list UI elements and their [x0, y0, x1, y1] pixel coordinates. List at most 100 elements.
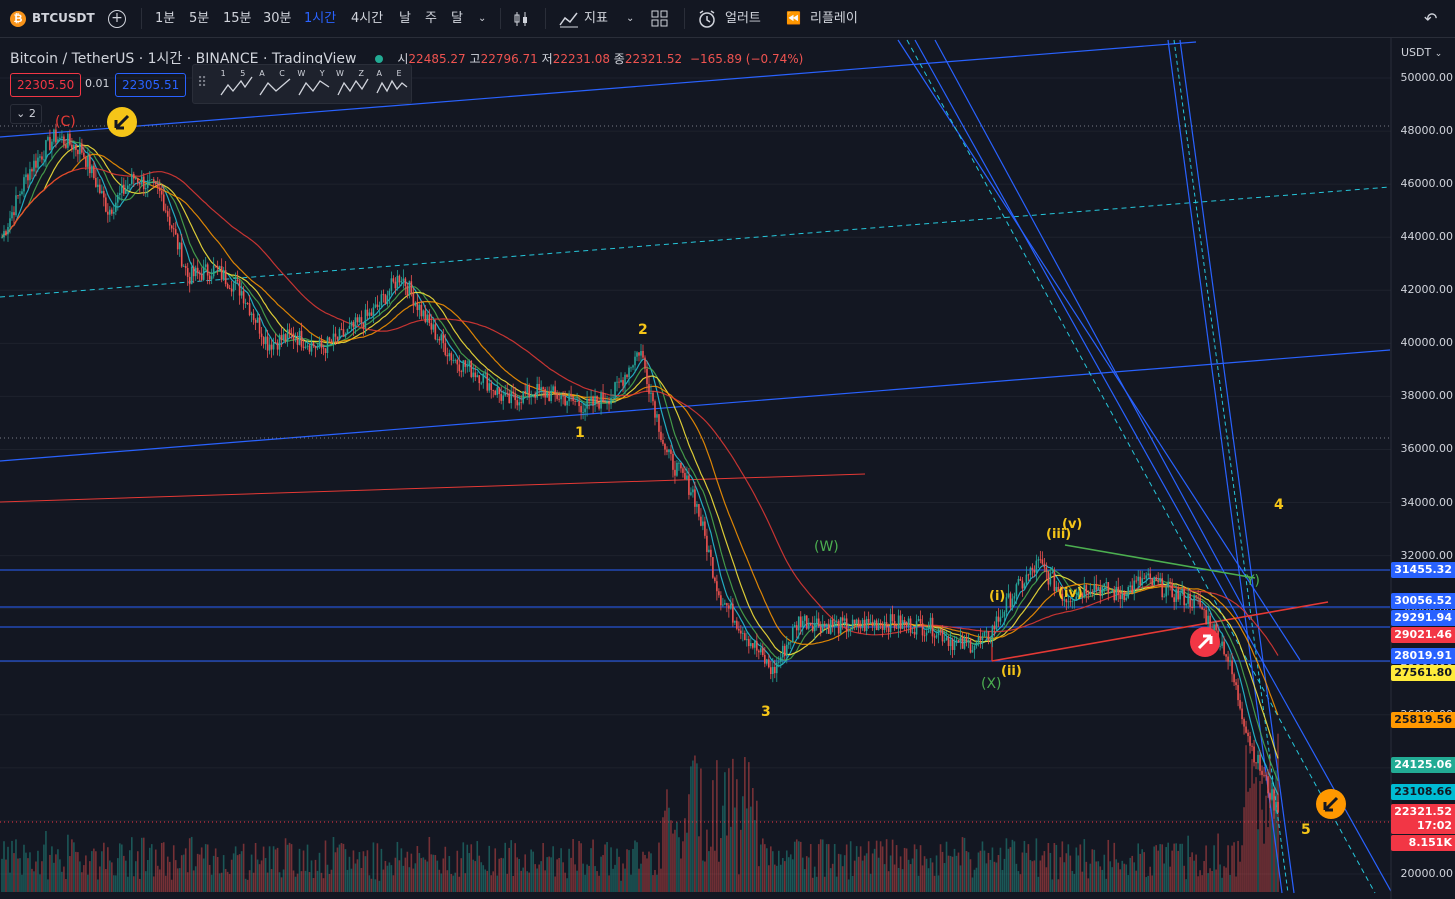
- volume-bar: [953, 848, 956, 892]
- symbol-search[interactable]: BTCUSDT: [32, 11, 95, 25]
- candle-body: [426, 314, 429, 323]
- volume-bar: [312, 877, 315, 892]
- interval-15m[interactable]: 15분: [223, 11, 252, 26]
- candle-body: [909, 618, 912, 633]
- candle-body: [380, 294, 383, 306]
- candle-body: [486, 373, 489, 391]
- candle-body: [1119, 594, 1122, 600]
- candle-body: [324, 348, 327, 354]
- volume-bar: [1079, 844, 1082, 892]
- volume-bar: [470, 844, 473, 892]
- volume-bar: [1171, 850, 1173, 892]
- volume-bar: [1221, 877, 1223, 892]
- volume-bar: [789, 854, 792, 892]
- candle-body: [238, 281, 241, 296]
- candle-body: [698, 504, 700, 517]
- volume-bar: [89, 861, 91, 892]
- alarm-clock-icon[interactable]: [697, 0, 717, 37]
- price-axis-bg: [1391, 38, 1455, 899]
- interval-4h[interactable]: 4시간: [351, 11, 384, 26]
- volume-bar: [49, 854, 51, 892]
- drag-handle-icon[interactable]: ⠿: [197, 75, 208, 91]
- price-chart[interactable]: [0, 38, 1455, 899]
- volume-bar: [240, 851, 243, 892]
- candle-body: [919, 619, 922, 624]
- wave-tool-triple-combo[interactable]: A E: [373, 69, 411, 99]
- volume-bar: [738, 874, 740, 892]
- volume-bar: [592, 839, 594, 892]
- wave-tool-impulse[interactable]: 1 5: [217, 69, 255, 99]
- volume-bar: [516, 857, 518, 892]
- triangle-red: [991, 601, 1329, 662]
- volume-bar: [506, 873, 509, 892]
- volume-bar: [1129, 857, 1132, 892]
- candle-body: [560, 395, 562, 400]
- candle-body: [1045, 567, 1048, 572]
- undo-icon[interactable]: ↶: [1424, 9, 1438, 28]
- volume-bar: [127, 876, 129, 892]
- volume-bar: [1205, 845, 1207, 892]
- volume-bar: [484, 869, 487, 892]
- chevron-down-icon[interactable]: ⌄: [626, 13, 635, 24]
- candle-body: [1043, 563, 1046, 568]
- candle-body: [386, 295, 389, 305]
- volume-bar: [278, 872, 281, 892]
- candle-type-icon[interactable]: [512, 0, 530, 37]
- candle-body: [1057, 586, 1060, 591]
- volume-bar: [941, 851, 944, 892]
- candle-body: [442, 334, 445, 344]
- interval-week[interactable]: 주: [425, 11, 437, 26]
- volume-bar: [712, 780, 714, 892]
- volume-bar: [402, 865, 405, 892]
- volume-bar: [232, 853, 235, 892]
- collapse-indicators-button[interactable]: ⌄ 2: [10, 104, 42, 124]
- volume-bar: [362, 851, 365, 892]
- interval-day[interactable]: 날: [399, 11, 411, 26]
- wave-tool-triangle[interactable]: W Y: [295, 69, 333, 99]
- interval-30m[interactable]: 30분: [263, 11, 292, 26]
- volume-bar: [853, 860, 856, 892]
- volume-bar: [1121, 860, 1124, 892]
- volume-bar: [620, 880, 622, 892]
- desc-channel-a: [897, 39, 1301, 661]
- volume-bar: [358, 852, 361, 892]
- layout-grid-icon[interactable]: [651, 0, 669, 37]
- volume-bar: [831, 863, 834, 892]
- volume-bar: [767, 865, 770, 892]
- interval-month[interactable]: 달: [451, 11, 463, 26]
- interval-1m[interactable]: 1분: [155, 11, 176, 26]
- volume-bar: [582, 863, 584, 892]
- add-symbol-icon[interactable]: +: [108, 0, 126, 37]
- volume-bar: [1069, 855, 1072, 892]
- volume-bar: [971, 877, 974, 892]
- interval-1h[interactable]: 1시간: [304, 11, 337, 26]
- chevron-down-icon: ⌄: [1434, 49, 1443, 59]
- candle-body: [901, 620, 904, 629]
- wave-tool-correction[interactable]: A C: [256, 69, 294, 99]
- volume-bar: [1013, 841, 1016, 892]
- replay-icon[interactable]: ⏪: [786, 11, 801, 25]
- volume-bar: [390, 865, 393, 892]
- volume-bar: [75, 851, 77, 892]
- indicators-icon[interactable]: [559, 0, 579, 37]
- interval-5m[interactable]: 5분: [189, 11, 210, 26]
- replay-button[interactable]: 리플레이: [810, 11, 858, 26]
- desc-channel-c: [934, 39, 1251, 621]
- candle-body: [775, 662, 778, 674]
- wave-tool-double-combo[interactable]: W Z: [334, 69, 372, 99]
- indicators-button[interactable]: 지표: [584, 11, 608, 26]
- volume-bar: [584, 874, 586, 892]
- volume-bar: [1193, 860, 1195, 892]
- alert-button[interactable]: 얼러트: [725, 11, 761, 26]
- volume-bar: [1189, 856, 1191, 892]
- buy-button[interactable]: 22305.51: [115, 73, 187, 97]
- sell-button[interactable]: 22305.50: [10, 73, 82, 97]
- candle-body: [781, 645, 784, 658]
- symbol-title[interactable]: Bitcoin / TetherUS · 1시간 · BINANCE · Tra…: [10, 51, 357, 67]
- chevron-down-icon[interactable]: ⌄: [478, 13, 487, 24]
- currency-selector[interactable]: USDT ⌄: [1401, 46, 1442, 59]
- candle-body: [702, 521, 704, 526]
- candle-body: [688, 475, 690, 495]
- volume-bar: [224, 868, 227, 892]
- chart-legend: Bitcoin / TetherUS · 1시간 · BINANCE · Tra…: [10, 48, 803, 68]
